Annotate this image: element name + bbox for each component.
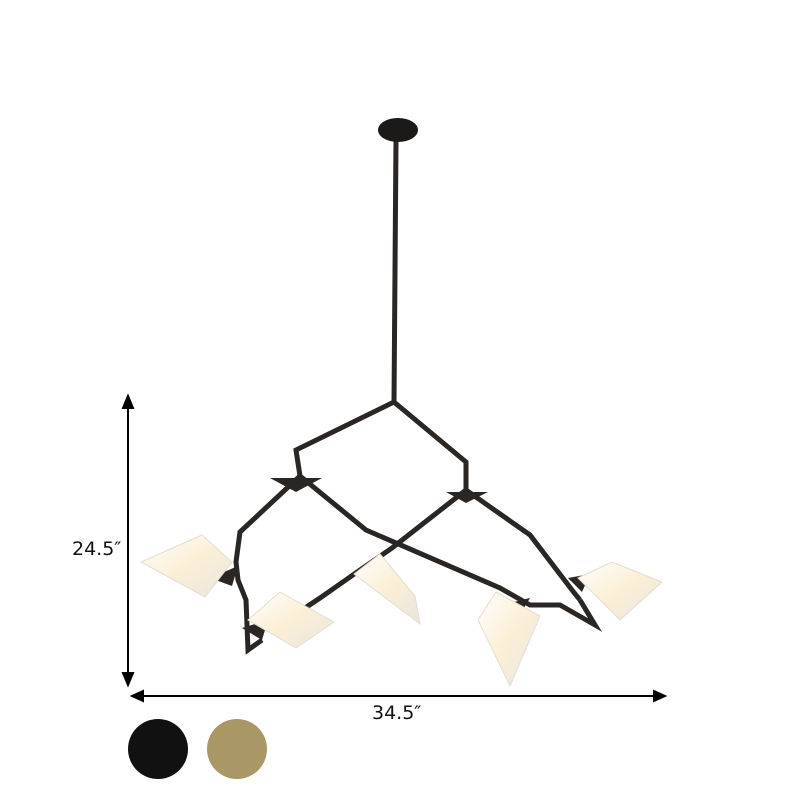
frame — [233, 139, 603, 655]
width-dimension-label: 34.5″ — [372, 702, 422, 724]
shade-5 — [577, 561, 663, 621]
shade-4 — [477, 591, 541, 688]
shade-2 — [247, 591, 335, 649]
glass-shades — [139, 534, 663, 688]
dimension-arrows — [121, 393, 668, 703]
swatch-black[interactable] — [128, 719, 188, 779]
height-dimension-label: 24.5″ — [72, 538, 122, 560]
shade-1 — [139, 534, 233, 598]
ceiling-canopy — [378, 118, 418, 142]
swatch-gold[interactable] — [207, 719, 267, 779]
shade-3 — [353, 553, 421, 626]
